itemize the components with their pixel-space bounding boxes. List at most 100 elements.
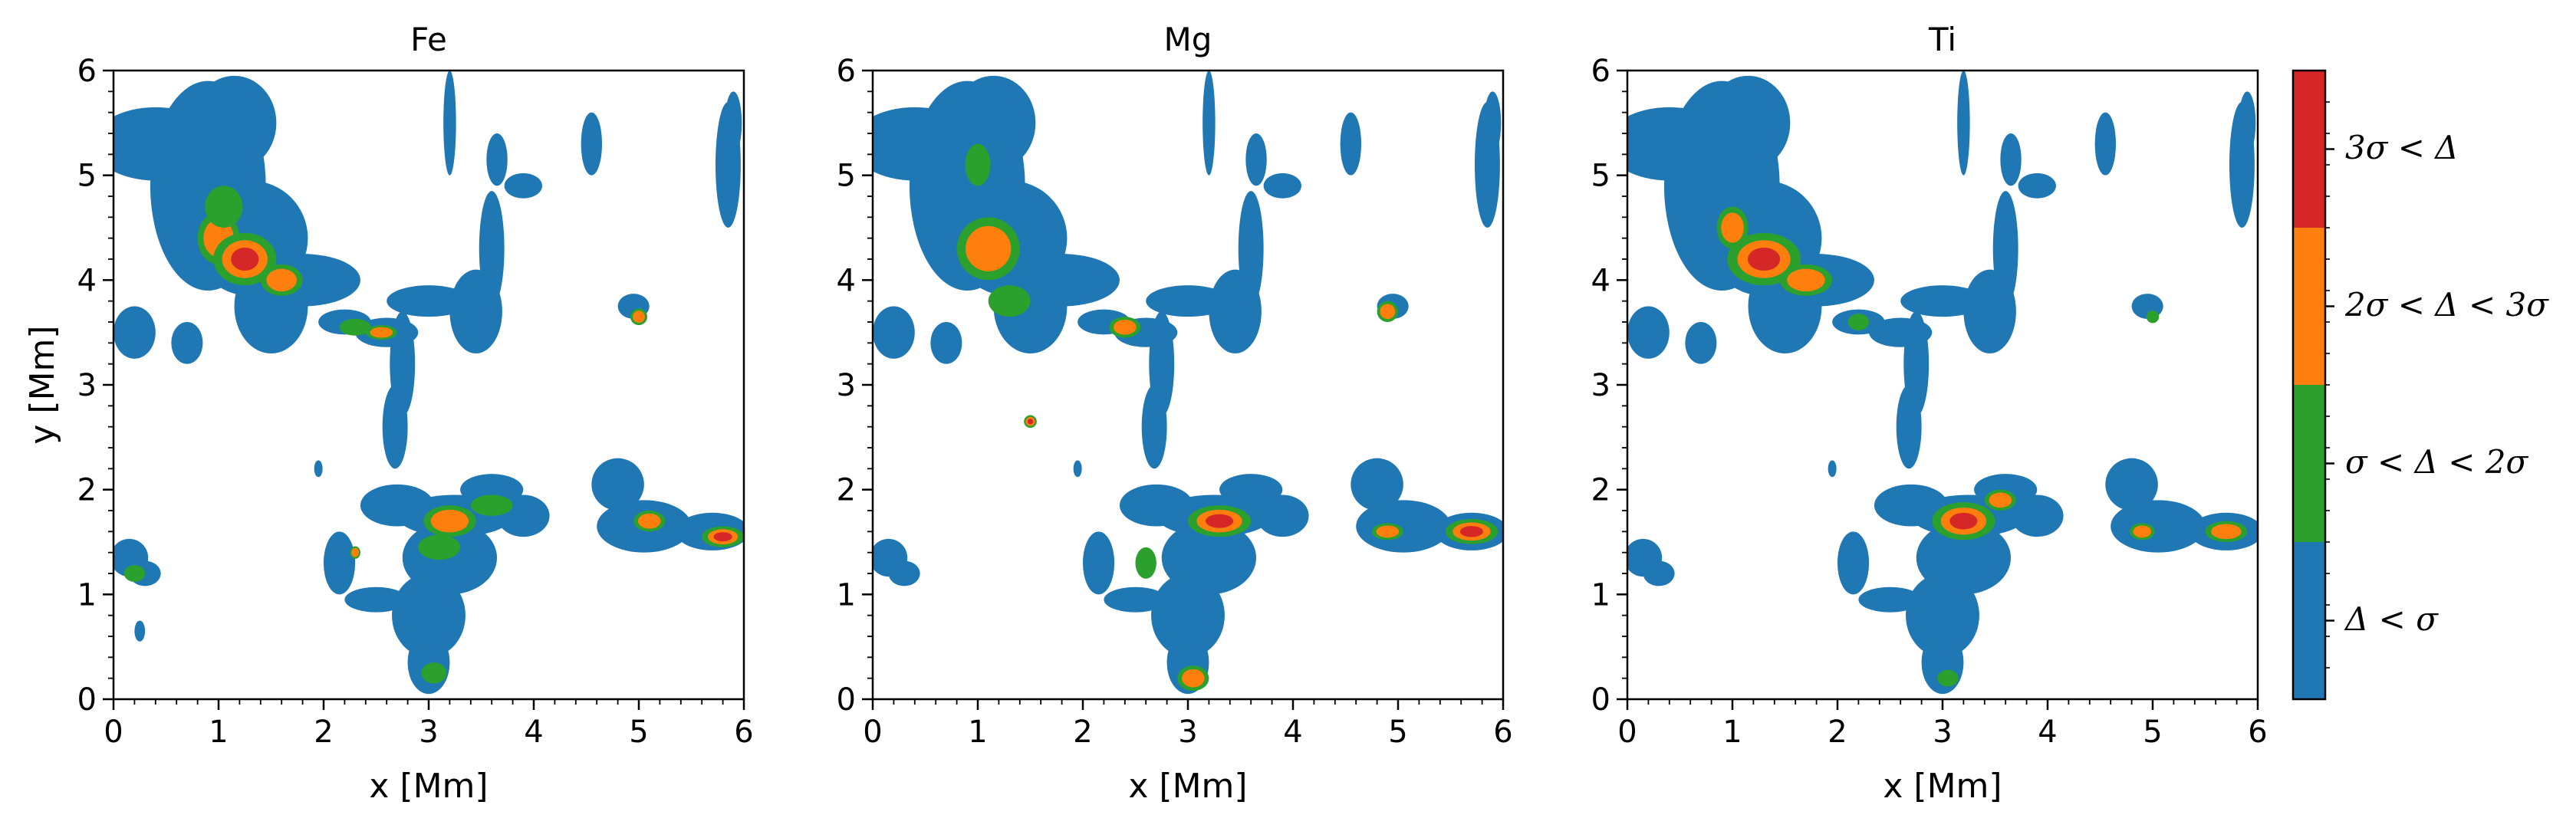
region-above-3sigma <box>1206 514 1234 528</box>
y-tick-label: 5 <box>837 159 856 194</box>
region-below-sigma <box>1484 91 1502 155</box>
colorbar-label-3: 3σ < Δ <box>2345 129 2459 166</box>
data-layer <box>114 71 744 695</box>
region-below-sigma <box>1685 322 1717 364</box>
x-tick-label: 6 <box>2248 715 2267 750</box>
x-tick-label: 6 <box>1493 715 1512 750</box>
region-below-sigma <box>1906 573 1979 658</box>
region-below-sigma <box>725 91 742 155</box>
region-below-sigma <box>873 306 915 359</box>
x-tick-label: 3 <box>1178 715 1197 750</box>
region-below-sigma <box>114 306 156 359</box>
region-2sigma-3sigma <box>266 268 297 292</box>
region-below-sigma <box>1151 573 1225 658</box>
region-sigma-2sigma <box>1937 669 1959 687</box>
region-below-sigma <box>873 107 978 181</box>
region-below-sigma <box>2011 495 2064 537</box>
region-2sigma-3sigma <box>1989 492 2012 508</box>
region-sigma-2sigma <box>339 318 371 336</box>
region-below-sigma <box>888 560 920 586</box>
colorbar-label-2: 2σ < Δ < 3σ <box>2344 286 2549 324</box>
region-below-sigma <box>1245 133 1267 186</box>
x-axis-label: x [Mm] <box>369 767 488 806</box>
axis-ticks: 00 1 1 2 2 3 3 4 4 5 5 6 6 <box>1591 54 2268 750</box>
region-sigma-2sigma <box>123 565 146 582</box>
region-below-sigma <box>407 631 450 695</box>
axis-ticks: 00 1 1 2 2 3 3 4 4 5 5 6 6 <box>77 54 754 750</box>
x-tick-label: 0 <box>1617 715 1637 750</box>
data-layer <box>873 71 1503 695</box>
region-2sigma-3sigma <box>1376 525 1400 538</box>
region-below-sigma <box>460 474 524 506</box>
region-below-sigma <box>1858 586 1922 613</box>
region-below-sigma <box>114 107 219 181</box>
region-below-sigma <box>1627 107 1732 181</box>
region-below-sigma <box>1356 500 1451 553</box>
region-2sigma-3sigma <box>1182 669 1205 688</box>
region-below-sigma <box>581 112 603 176</box>
region-below-sigma <box>2000 133 2022 186</box>
x-tick-label: 2 <box>1828 715 1847 750</box>
y-tick-label: 0 <box>837 682 856 718</box>
region-below-sigma <box>1627 306 1670 359</box>
region-below-sigma <box>1992 191 2018 307</box>
region-above-3sigma <box>713 532 732 542</box>
region-2sigma-3sigma <box>633 310 645 324</box>
region-below-sigma <box>2110 500 2206 553</box>
region-sigma-2sigma <box>421 662 447 684</box>
y-tick-label: 2 <box>77 473 97 508</box>
region-below-sigma <box>1263 172 1301 199</box>
x-tick-label: 5 <box>1388 715 1407 750</box>
region-below-sigma <box>324 531 356 595</box>
data-layer <box>1627 71 2258 695</box>
region-below-sigma <box>930 322 962 364</box>
y-tick-label: 1 <box>837 577 856 613</box>
region-below-sigma <box>1828 460 1837 478</box>
region-2sigma-3sigma <box>1380 304 1396 320</box>
region-below-sigma <box>591 458 644 511</box>
colorbar-segment-1sigma <box>2293 385 2325 542</box>
region-below-sigma <box>344 586 408 613</box>
region-above-3sigma <box>1748 247 1781 271</box>
region-2sigma-3sigma <box>351 547 360 557</box>
panel-title: Fe <box>410 21 447 58</box>
region-below-sigma <box>1256 495 1309 537</box>
y-tick-label: 3 <box>837 368 856 403</box>
x-tick-label: 4 <box>524 715 543 750</box>
region-sigma-2sigma <box>2146 310 2160 324</box>
region-below-sigma <box>2094 112 2117 176</box>
region-below-sigma <box>382 385 408 469</box>
panel-fe: Fe 00 1 1 2 2 3 3 4 4 5 5 6 6 x [Mm] y [Mm] <box>23 21 754 806</box>
panel-mg: Mg 00 1 1 2 2 3 3 4 4 5 5 6 6 x [Mm] <box>837 21 1513 806</box>
x-tick-label: 0 <box>104 715 123 750</box>
x-tick-label: 2 <box>314 715 333 750</box>
colorbar-segment-below-sigma <box>2293 542 2325 699</box>
region-2sigma-3sigma <box>430 509 469 533</box>
y-tick-label: 6 <box>77 54 97 89</box>
region-2sigma-3sigma <box>966 225 1012 271</box>
region-below-sigma <box>1351 458 1403 511</box>
region-2sigma-3sigma <box>1787 268 1825 292</box>
x-tick-label: 5 <box>629 715 648 750</box>
y-tick-label: 0 <box>1591 682 1610 718</box>
region-2sigma-3sigma <box>370 327 393 338</box>
region-2sigma-3sigma <box>2211 524 2242 540</box>
y-tick-label: 5 <box>1591 159 1610 194</box>
region-below-sigma <box>1957 71 1970 176</box>
region-2sigma-3sigma <box>2133 525 2152 538</box>
x-tick-label: 5 <box>2143 715 2162 750</box>
axis-ticks: 00 1 1 2 2 3 3 4 4 5 5 6 6 <box>837 54 1513 750</box>
region-2sigma-3sigma <box>1114 319 1137 335</box>
x-tick-label: 3 <box>1933 715 1952 750</box>
region-below-sigma <box>1340 112 1362 176</box>
region-below-sigma <box>486 133 508 186</box>
region-below-sigma <box>392 573 466 658</box>
x-tick-label: 1 <box>1722 715 1742 750</box>
y-tick-label: 4 <box>77 263 97 298</box>
y-tick-label: 3 <box>77 368 97 403</box>
y-tick-label: 1 <box>77 577 97 613</box>
panel-title: Ti <box>1928 21 1956 58</box>
x-tick-label: 6 <box>734 715 753 750</box>
region-below-sigma <box>1141 385 1167 469</box>
y-tick-label: 2 <box>1591 473 1610 508</box>
